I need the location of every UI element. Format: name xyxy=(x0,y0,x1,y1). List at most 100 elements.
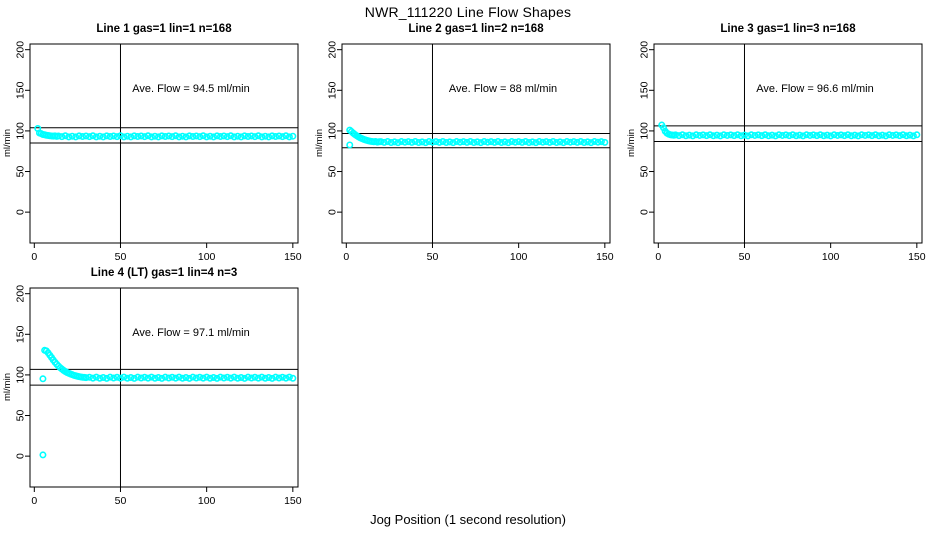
flow-point xyxy=(899,131,907,139)
panel-title: Line 3 gas=1 lin=3 n=168 xyxy=(720,23,856,35)
flow-point xyxy=(75,132,83,140)
flow-point xyxy=(220,374,228,382)
flow-point xyxy=(192,132,200,140)
flow-point xyxy=(282,374,290,382)
flow-point xyxy=(151,374,159,382)
flow-point xyxy=(92,133,100,141)
flow-point xyxy=(137,374,145,382)
flow-point xyxy=(913,131,921,139)
flow-point xyxy=(470,139,478,147)
flow-point xyxy=(99,374,107,382)
flow-point xyxy=(179,132,187,140)
flow-point xyxy=(261,132,269,140)
y-tick-label: 0 xyxy=(15,209,27,215)
flow-point xyxy=(223,133,231,141)
y-tick-label: 50 xyxy=(15,166,27,178)
flow-point xyxy=(597,138,605,146)
flow-point xyxy=(144,374,152,382)
flow-point xyxy=(878,131,886,139)
flow-point xyxy=(216,133,224,141)
flow-point xyxy=(175,133,183,141)
flow-point xyxy=(727,131,735,139)
flow-point xyxy=(39,375,47,383)
flow-point xyxy=(144,132,152,140)
flow-point xyxy=(892,131,900,139)
y-tick-label: 200 xyxy=(327,41,339,59)
flow-point xyxy=(110,132,118,140)
y-tick-label: 100 xyxy=(639,122,651,140)
flow-point xyxy=(906,131,914,139)
flow-point xyxy=(682,132,690,140)
flow-point xyxy=(854,132,862,140)
flow-point xyxy=(134,133,142,141)
flow-point xyxy=(466,137,474,145)
flow-point xyxy=(116,374,124,382)
x-tick-label: 100 xyxy=(510,251,528,263)
plot-canvas-line-3: 0 50 100 150 0 50 100 150 200 xyxy=(639,41,926,263)
flow-point xyxy=(227,132,235,140)
flow-point xyxy=(282,132,290,140)
flow-point xyxy=(754,131,762,139)
flow-point xyxy=(861,131,869,139)
flow-point xyxy=(237,133,245,141)
flow-point xyxy=(103,132,111,140)
flow-point xyxy=(782,131,790,139)
flow-point xyxy=(706,131,714,139)
flow-point xyxy=(528,138,536,146)
flow-point xyxy=(871,131,879,139)
flow-point xyxy=(384,137,392,145)
flow-point xyxy=(199,374,207,382)
x-tick-label: 100 xyxy=(198,251,216,263)
flow-point xyxy=(442,139,450,147)
flow-point xyxy=(92,373,100,381)
flow-point xyxy=(477,139,485,147)
x-tick-label: 0 xyxy=(31,251,37,263)
flow-point xyxy=(377,138,385,146)
flow-point xyxy=(275,374,283,382)
flow-point xyxy=(103,374,111,382)
flow-point xyxy=(213,374,221,382)
flow-point xyxy=(816,131,824,139)
flow-point xyxy=(885,131,893,139)
x-tick-label: 50 xyxy=(427,251,439,263)
flow-point xyxy=(789,131,797,139)
flow-point xyxy=(141,133,149,141)
x-tick-label: 150 xyxy=(284,495,302,507)
flow-point xyxy=(422,139,430,147)
flow-point xyxy=(497,139,505,147)
flow-point xyxy=(285,133,293,141)
plot-frame xyxy=(29,287,299,488)
flow-point xyxy=(172,374,180,382)
flow-points xyxy=(658,121,921,140)
y-tick-label: 150 xyxy=(15,81,27,99)
flow-point xyxy=(566,138,574,146)
flow-point xyxy=(123,132,131,140)
flow-point xyxy=(168,373,176,381)
flow-point xyxy=(768,131,776,139)
y-tick-label: 0 xyxy=(639,209,651,215)
flow-point xyxy=(823,131,831,139)
y-tick-label: 50 xyxy=(327,166,339,178)
flow-point xyxy=(61,132,69,140)
flow-point xyxy=(272,133,280,141)
x-tick-label: 150 xyxy=(596,251,614,263)
x-tick-label: 0 xyxy=(31,495,37,507)
flow-point xyxy=(909,132,917,140)
y-tick-label: 50 xyxy=(15,410,27,422)
flow-point xyxy=(161,373,169,381)
flow-point xyxy=(439,137,447,145)
panel-title: Line 2 gas=1 lin=2 n=168 xyxy=(408,23,544,35)
flow-point xyxy=(889,131,897,139)
flow-point xyxy=(834,131,842,139)
flow-point xyxy=(158,374,166,382)
flow-point xyxy=(556,138,564,146)
flow-point xyxy=(535,138,543,146)
flow-point xyxy=(778,131,786,139)
flow-point xyxy=(896,132,904,140)
flow-point xyxy=(196,373,204,381)
flow-point xyxy=(148,373,156,381)
y-tick-label: 100 xyxy=(15,122,27,140)
plot-canvas-line-1: 0 50 100 150 0 50 100 150 200 xyxy=(15,41,302,263)
flow-point xyxy=(827,132,835,140)
flow-point xyxy=(237,374,245,382)
